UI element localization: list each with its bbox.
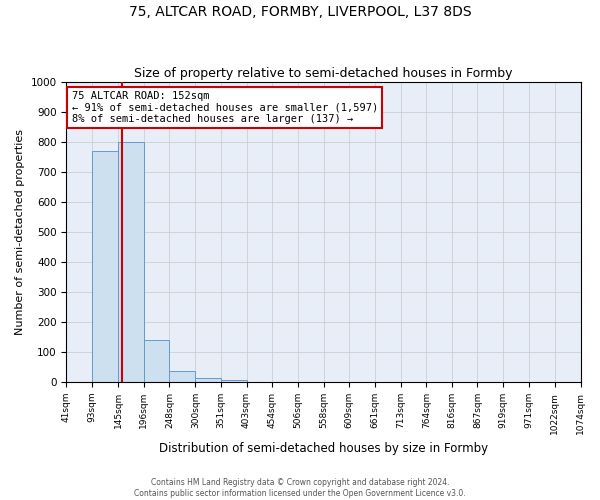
Y-axis label: Number of semi-detached properties: Number of semi-detached properties <box>15 129 25 335</box>
Bar <box>169 372 196 382</box>
Bar <box>118 142 144 382</box>
Bar <box>221 380 247 382</box>
Bar <box>143 340 169 382</box>
Text: Contains HM Land Registry data © Crown copyright and database right 2024.
Contai: Contains HM Land Registry data © Crown c… <box>134 478 466 498</box>
Text: 75, ALTCAR ROAD, FORMBY, LIVERPOOL, L37 8DS: 75, ALTCAR ROAD, FORMBY, LIVERPOOL, L37 … <box>128 5 472 19</box>
X-axis label: Distribution of semi-detached houses by size in Formby: Distribution of semi-detached houses by … <box>159 442 488 455</box>
Title: Size of property relative to semi-detached houses in Formby: Size of property relative to semi-detach… <box>134 66 513 80</box>
Text: 75 ALTCAR ROAD: 152sqm
← 91% of semi-detached houses are smaller (1,597)
8% of s: 75 ALTCAR ROAD: 152sqm ← 91% of semi-det… <box>71 91 378 124</box>
Bar <box>196 378 221 382</box>
Bar <box>92 151 118 382</box>
